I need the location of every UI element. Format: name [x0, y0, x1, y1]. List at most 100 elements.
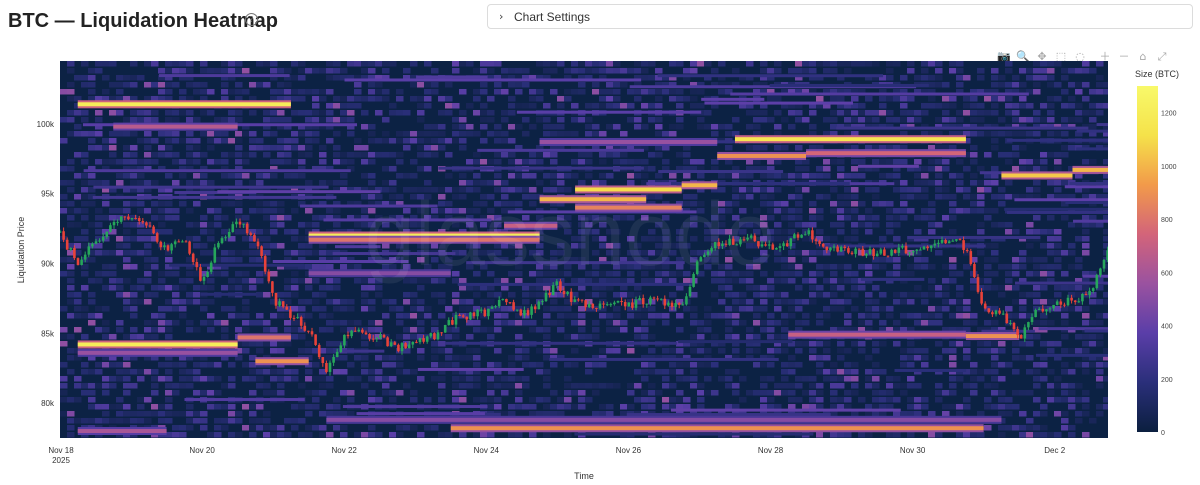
heatmap-cell	[1089, 341, 1097, 347]
heatmap-cell	[396, 215, 404, 221]
pan-icon[interactable]: ✥	[1037, 50, 1047, 63]
heatmap-cell	[144, 159, 152, 165]
heatmap-cell	[522, 376, 530, 382]
heatmap-cell	[207, 313, 215, 319]
heatmap-cell	[662, 229, 670, 235]
heatmap-cell	[1040, 229, 1048, 235]
heatmap-cell	[410, 369, 418, 375]
heatmap-area[interactable]	[60, 61, 1200, 438]
heatmap-cell	[508, 376, 516, 382]
heatmap-cell	[123, 299, 131, 305]
heatmap-cell	[753, 285, 761, 291]
heatmap-cell	[641, 75, 649, 81]
heatmap-cell	[361, 173, 369, 179]
heatmap-cell	[291, 250, 299, 256]
heatmap-cell	[984, 425, 992, 431]
heatmap-cell	[1054, 194, 1062, 200]
lasso-select-icon[interactable]: ◌	[1075, 50, 1085, 63]
heatmap-cell	[634, 68, 642, 74]
home-icon[interactable]: ⌂	[1139, 50, 1147, 63]
heatmap-cell	[319, 348, 327, 354]
autoscale-icon[interactable]: ⤢	[1157, 50, 1167, 63]
heatmap-cell	[424, 215, 432, 221]
heatmap-cell	[305, 341, 313, 347]
heatmap-cell	[368, 306, 376, 312]
heatmap-cell	[949, 131, 957, 137]
heatmap-cell	[802, 278, 810, 284]
heatmap-cell	[305, 264, 313, 270]
zoom-out-icon[interactable]: －	[1118, 50, 1130, 63]
heatmap-cell	[767, 229, 775, 235]
heatmap-cell	[508, 383, 516, 389]
heatmap-cell	[676, 348, 684, 354]
heatmap-cell	[760, 75, 768, 81]
heatmap-cell	[67, 96, 75, 102]
heatmap-cell	[816, 383, 824, 389]
heatmap-cell	[361, 292, 369, 298]
heatmap-cell	[186, 152, 194, 158]
heatmap-cell	[1096, 61, 1104, 67]
camera-icon[interactable]: 📷	[997, 50, 1011, 63]
heatmap-cell	[571, 117, 579, 123]
heatmap-cell	[354, 278, 362, 284]
heatmap-cell	[970, 145, 978, 151]
heatmap-cell	[774, 159, 782, 165]
heatmap-cell	[1033, 327, 1041, 333]
heatmap-cell	[746, 306, 754, 312]
heatmap-cell	[935, 103, 943, 109]
heatmap-cell	[550, 61, 558, 67]
heatmap-cell	[1047, 61, 1055, 67]
heatmap-cell	[802, 404, 810, 410]
heatmap-cell	[158, 222, 166, 228]
heatmap-cell	[550, 411, 558, 417]
heatmap-cell	[1054, 236, 1062, 242]
zoom-in-icon[interactable]: ＋	[1099, 50, 1111, 63]
heatmap-cell	[774, 110, 782, 116]
heatmap-cell	[60, 390, 68, 396]
heatmap-cell	[368, 96, 376, 102]
heatmap-cell	[830, 327, 838, 333]
heatmap-cell	[389, 152, 397, 158]
heatmap-cell	[95, 236, 103, 242]
candle-down	[137, 218, 141, 222]
heatmap-cell	[802, 187, 810, 193]
heatmap-cell	[949, 215, 957, 221]
chart-settings-toggle[interactable]: › Chart Settings	[487, 4, 1193, 29]
heatmap-cell	[123, 355, 131, 361]
heatmap-cell	[760, 82, 768, 88]
heatmap-cell	[746, 103, 754, 109]
heatmap-cell	[760, 355, 768, 361]
heatmap-cell	[732, 131, 740, 137]
heatmap-cell	[753, 222, 761, 228]
heatmap-cell	[305, 355, 313, 361]
heatmap-cell	[417, 285, 425, 291]
zoom-icon[interactable]: 🔍	[1016, 50, 1030, 63]
heatmap-cell	[249, 236, 257, 242]
heatmap-cell	[256, 180, 264, 186]
heatmap-cell	[172, 383, 180, 389]
heatmap-cell	[249, 180, 257, 186]
heatmap-cell	[340, 299, 348, 305]
heatmap-cell	[186, 355, 194, 361]
heatmap-cell	[424, 82, 432, 88]
heatmap-cell	[984, 89, 992, 95]
box-select-icon[interactable]: ⬚	[1055, 50, 1067, 63]
heatmap-cell	[284, 264, 292, 270]
help-icon[interactable]: ?	[245, 13, 258, 26]
heatmap-cell	[431, 341, 439, 347]
heatmap-cell	[263, 327, 271, 333]
heatmap-cell	[564, 271, 572, 277]
heatmap-cell	[683, 145, 691, 151]
heatmap-cell	[340, 180, 348, 186]
heatmap-cell	[802, 299, 810, 305]
heatmap-cell	[81, 82, 89, 88]
heatmap-cell	[277, 110, 285, 116]
heatmap-cell	[760, 145, 768, 151]
heatmap-cell	[277, 376, 285, 382]
heatmap-cell	[788, 124, 796, 130]
heatmap-cell	[809, 61, 817, 67]
heatmap-cell	[382, 201, 390, 207]
heatmap-cell	[165, 369, 173, 375]
heatmap-cell	[284, 327, 292, 333]
heatmap-cell	[907, 327, 915, 333]
